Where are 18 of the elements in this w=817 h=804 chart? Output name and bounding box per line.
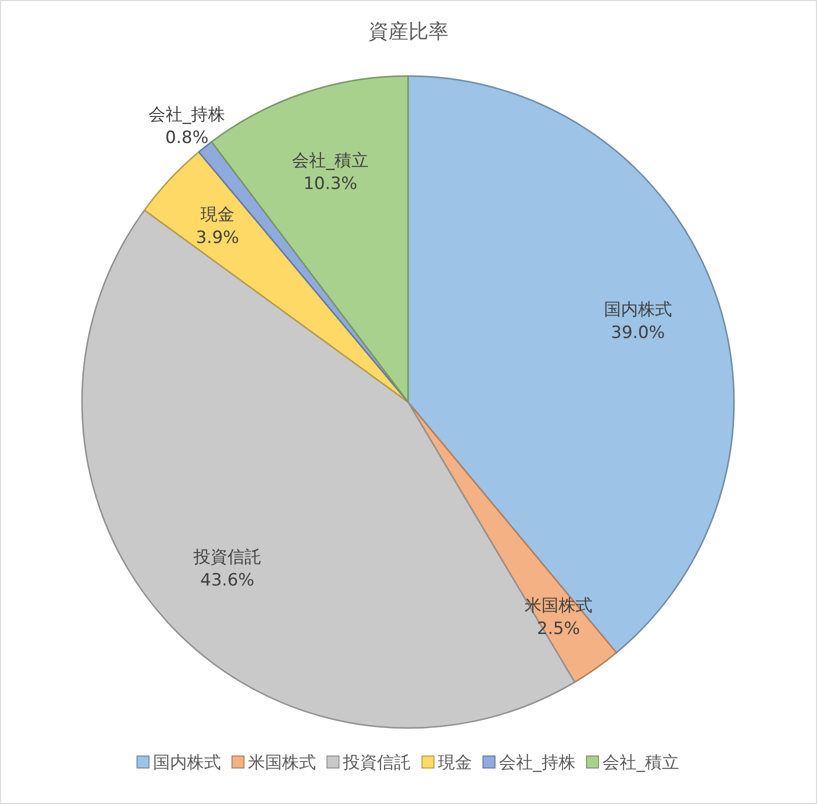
slice-label: 国内株式 (604, 300, 672, 320)
legend-label: 米国株式 (248, 753, 316, 773)
data-label: 0.8% (165, 128, 208, 148)
data-label: 10.3% (303, 174, 358, 194)
data-label: 2.5% (536, 618, 580, 639)
data-label: 3.9% (196, 228, 240, 248)
data-label: 43.6% (200, 570, 254, 591)
legend-label: 会社_持株 (499, 753, 576, 773)
legend-label: 投資信託 (342, 753, 411, 773)
legend-label: 会社_積立 (602, 753, 679, 773)
legend-label: 国内株式 (153, 753, 221, 773)
data-label: 39.0% (610, 322, 665, 343)
slice-label: 現金 (200, 204, 234, 225)
chart-title: 資産比率 (368, 19, 448, 43)
slice-label: 会社_持株 (148, 104, 226, 125)
legend-label: 現金 (438, 753, 472, 773)
slice-label: 会社_積立 (292, 151, 369, 172)
slice-label: 投資信託 (192, 548, 262, 568)
